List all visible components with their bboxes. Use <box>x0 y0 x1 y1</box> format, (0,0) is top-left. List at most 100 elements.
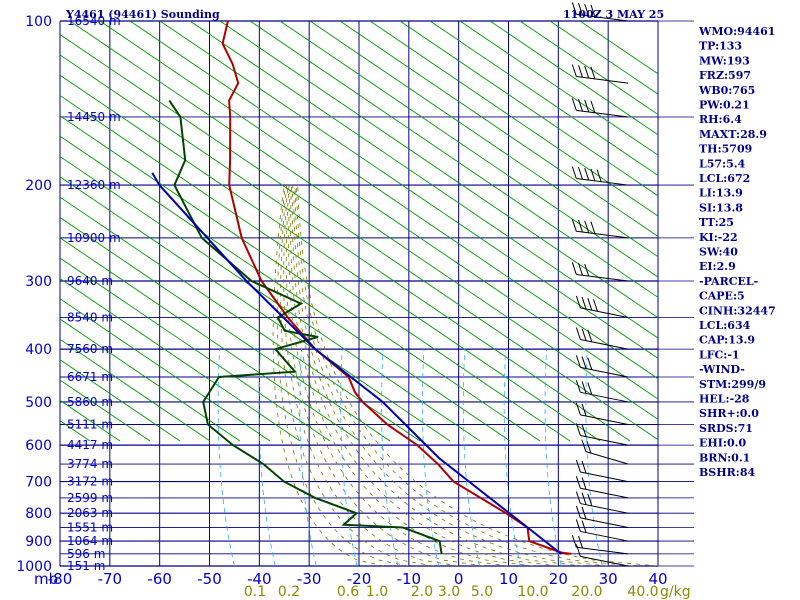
stability-index: TT:25 <box>699 216 734 229</box>
wind-barb <box>571 2 629 22</box>
dry-adiabat-line <box>0 21 30 441</box>
wind-barb-flag <box>575 423 581 436</box>
mixing-ratio-label: 0.6 <box>337 584 359 600</box>
wind-barb-staff <box>580 487 629 499</box>
stability-index: KI:-22 <box>699 231 738 244</box>
wind-barb <box>575 423 629 446</box>
pressure-unit-label: mb <box>34 570 58 588</box>
dry-adiabat-line <box>60 440 61 441</box>
mixing-ratio-label: 40.0 <box>627 584 658 600</box>
wind-barb-flag <box>575 295 581 309</box>
wind-barb-staff <box>580 503 629 514</box>
stability-index: WMO:94461 <box>698 25 775 38</box>
height-label: 10900 m <box>67 231 121 245</box>
mixing-ratio-line <box>421 349 440 566</box>
moist-adiabat-line <box>285 185 484 566</box>
temperature-tick-label: -20 <box>347 570 372 588</box>
wind-barb-flag <box>578 167 583 180</box>
height-label: 2599 m <box>67 491 113 505</box>
wind-barb-flag <box>590 221 596 234</box>
dry-adiabat-line <box>219 21 658 319</box>
dry-adiabat-line <box>339 21 658 237</box>
temperature-tick-label: -40 <box>247 570 272 588</box>
dry-adiabat-line <box>60 196 421 442</box>
stability-index: RH:6.4 <box>699 113 742 126</box>
height-label: 3774 m <box>67 457 113 471</box>
dry-adiabat-line <box>60 277 301 442</box>
wind-barb-flag <box>578 219 583 233</box>
wind-barb-flag <box>581 328 587 341</box>
wind-barb-flag <box>584 3 590 17</box>
wind-barb-flag <box>571 262 577 275</box>
mixing-ratio-label: 20.0 <box>571 584 602 600</box>
wind-barb-flag <box>584 99 590 113</box>
wind-barb-flag <box>584 167 590 181</box>
wind-barb-flag <box>587 382 593 395</box>
dry-adiabat-line <box>60 74 601 442</box>
wind-barbs <box>571 2 629 567</box>
dry-adiabat-line <box>99 21 658 400</box>
height-label: 4417 m <box>67 438 113 452</box>
wind-barb-staff <box>580 434 629 446</box>
dry-adiabat-line <box>369 21 658 217</box>
sounding-profiles <box>151 21 572 555</box>
wind-barb-flag <box>571 98 577 111</box>
stability-index: -WIND- <box>699 363 745 376</box>
mixing-ratio-line <box>258 349 276 566</box>
stability-index: HEL:-28 <box>699 393 750 406</box>
dry-adiabat-line <box>489 21 658 136</box>
moist-adiabat-line <box>293 185 584 566</box>
height-label: 6671 m <box>67 370 113 384</box>
dry-adiabat-line <box>60 298 271 442</box>
wind-barb <box>571 262 629 282</box>
stability-index: STM:299/9 <box>699 378 766 391</box>
temperature-tick-label: -50 <box>197 570 222 588</box>
pressure-tick-label: 700 <box>25 475 52 491</box>
height-label: 1551 m <box>67 521 113 535</box>
stability-index: MAXT:28.9 <box>699 128 767 141</box>
wind-barb-staff <box>580 471 629 483</box>
mixing-ratio-line <box>340 349 358 566</box>
wind-barb-staff <box>580 339 629 350</box>
mixing-ratio-label: 3.0 <box>438 584 460 600</box>
wind-barb-flag <box>590 66 596 80</box>
dry-adiabat-line <box>279 21 658 278</box>
wind-barb <box>571 535 629 555</box>
observation-time: 1100Z 3 MAY 25 <box>563 8 664 21</box>
wind-barb-flag <box>581 492 587 505</box>
temperature-tick-label: 0 <box>454 570 464 588</box>
wind-barb-flag <box>590 168 596 182</box>
pressure-tick-label: 400 <box>25 342 52 358</box>
wind-barb-flag <box>584 65 590 79</box>
temperature-tick-label: -80 <box>48 570 73 588</box>
temperature-tick-label: 30 <box>599 570 618 588</box>
stability-index: MW:193 <box>699 54 750 67</box>
mixing-ratio-line <box>217 349 235 566</box>
dry-adiabat-line <box>60 216 391 442</box>
wind-barb-flag <box>581 356 587 369</box>
dry-adiabat-line <box>549 21 658 95</box>
mixing-ratio-label: 1.0 <box>366 584 388 600</box>
wind-barb-flag <box>575 327 581 340</box>
wind-barb-staff <box>580 530 629 542</box>
wind-barb-flag <box>587 357 593 370</box>
wind-barb <box>575 380 629 403</box>
mixing-ratio-line <box>585 349 603 566</box>
pressure-temperature-grid <box>59 20 694 567</box>
adiabat-lines <box>0 21 658 566</box>
wind-barb-flag <box>575 491 581 504</box>
dry-adiabat-line <box>69 21 658 420</box>
height-label: 9640 m <box>67 274 113 288</box>
mixing-ratio-line <box>544 349 562 566</box>
stability-index: TP:133 <box>699 40 742 53</box>
wind-barb <box>575 295 629 319</box>
stability-index: CINH:32447 <box>699 304 776 317</box>
height-label: 2063 m <box>67 506 113 520</box>
wind-barb <box>575 505 629 529</box>
stability-index: CAPE:5 <box>699 290 745 303</box>
mixing-ratio-unit: g/kg <box>660 584 691 600</box>
wind-barb <box>581 439 629 465</box>
